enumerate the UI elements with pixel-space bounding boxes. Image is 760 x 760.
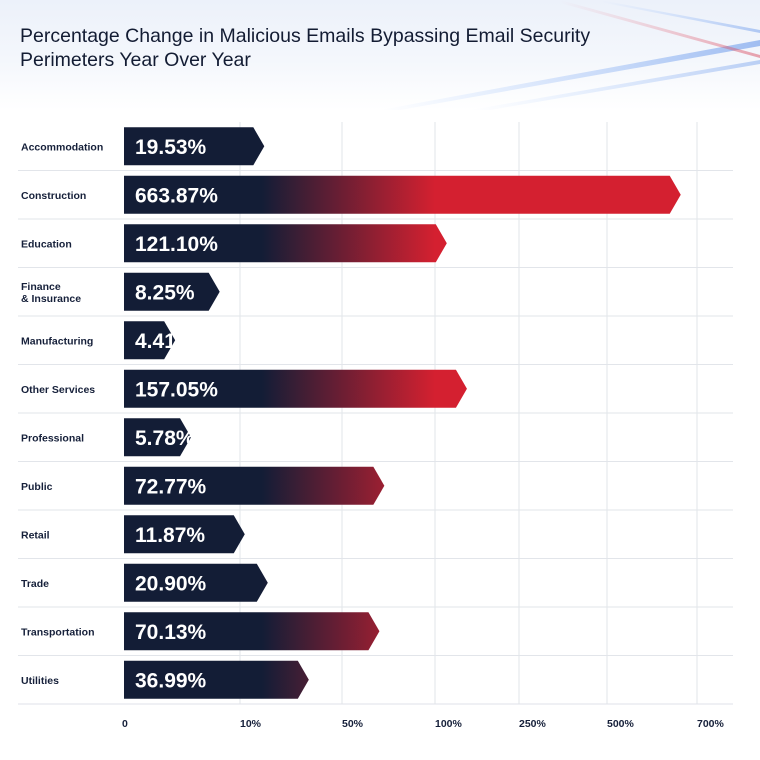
bar-construction bbox=[124, 175, 681, 214]
bar-utilities bbox=[124, 660, 309, 699]
chart-title-line-2: Perimeters Year Over Year bbox=[20, 49, 251, 71]
bar-professional bbox=[124, 418, 192, 457]
bar-value-label: 157.05% bbox=[135, 378, 218, 401]
bar-value-label: 663.87% bbox=[135, 184, 218, 207]
bar-transportation bbox=[124, 612, 380, 651]
bar-public bbox=[124, 466, 385, 505]
bar-value-label: 36.99% bbox=[135, 669, 207, 692]
x-tick-label: 0 bbox=[122, 718, 128, 730]
category-label: Manufacturing bbox=[21, 335, 93, 347]
bar-finance-insurance bbox=[124, 272, 220, 311]
category-label: Construction bbox=[21, 190, 86, 202]
category-label: Utilities bbox=[21, 675, 59, 687]
bar-value-label: 121.10% bbox=[135, 233, 218, 256]
chart-title-line-1: Percentage Change in Malicious Emails By… bbox=[20, 25, 591, 47]
bar-other-services bbox=[124, 369, 467, 408]
bar-accommodation bbox=[124, 127, 265, 166]
category-label: Education bbox=[21, 238, 72, 250]
bar-value-label: 70.13% bbox=[135, 621, 207, 644]
bar-value-label: 11.87% bbox=[135, 524, 205, 547]
chart-title: Percentage Change in Malicious Emails By… bbox=[20, 24, 620, 72]
header-light-streaks bbox=[380, 0, 760, 110]
x-tick-label: 50% bbox=[342, 718, 364, 730]
bar-value-label: 8.25% bbox=[135, 281, 195, 304]
bar-retail bbox=[124, 515, 245, 554]
bar-trade bbox=[124, 563, 268, 602]
x-tick-label: 700% bbox=[697, 718, 725, 730]
category-label: Public bbox=[21, 481, 53, 493]
category-label: Retail bbox=[21, 529, 50, 541]
header-background bbox=[0, 0, 760, 110]
x-tick-label: 500% bbox=[607, 718, 635, 730]
category-label: Trade bbox=[21, 578, 49, 590]
bar-value-label: 20.90% bbox=[135, 572, 207, 595]
category-label: Transportation bbox=[21, 626, 95, 638]
x-tick-label: 10% bbox=[240, 718, 262, 730]
x-tick-label: 100% bbox=[435, 718, 463, 730]
category-label: Finance & Insurance bbox=[21, 281, 81, 305]
category-label: Other Services bbox=[21, 384, 95, 396]
category-label: Professional bbox=[21, 432, 84, 444]
bar-value-label: 5.78% bbox=[135, 427, 195, 450]
x-tick-label: 250% bbox=[519, 718, 547, 730]
bar-manufacturing bbox=[124, 321, 176, 360]
category-label: Accommodation bbox=[21, 141, 103, 153]
bar-education bbox=[124, 224, 447, 263]
bar-value-label: 4.41% bbox=[135, 330, 195, 353]
bar-value-label: 19.53% bbox=[135, 136, 207, 159]
bar-value-label: 72.77% bbox=[135, 475, 207, 498]
